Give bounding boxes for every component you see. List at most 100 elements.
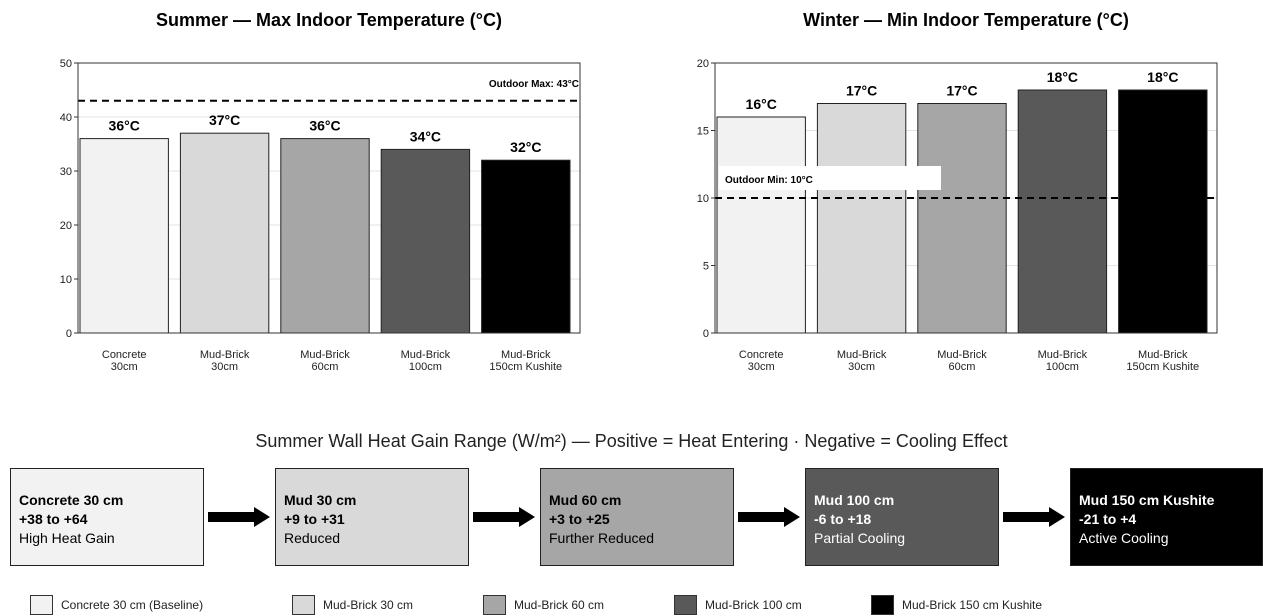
flow-step-label: Further Reduced [549, 530, 655, 546]
x-tick-label: Mud-Brick [501, 349, 551, 361]
data-label: 34°C [410, 128, 441, 144]
data-label: 36°C [109, 118, 140, 134]
flow-step-mud-60: Mud 60 cm +3 to +25 Further Reduced [540, 468, 734, 566]
legend-item: Mud-Brick 60 cm [483, 593, 604, 616]
bar [179, 132, 270, 334]
x-tick-label: 150cm Kushite [489, 361, 562, 373]
bar-charts: Summer — Max Indoor Temperature (°C) 0 10 2… [60, 10, 1218, 373]
y-tick-label: 40 [60, 112, 72, 124]
arrow-right-icon [1003, 507, 1065, 527]
bar [380, 148, 471, 334]
legend-label: Mud-Brick 30 cm [323, 597, 414, 612]
flow-step-range: -6 to +18 [814, 511, 872, 527]
reference-label: Outdoor Min: 10°C [725, 175, 813, 186]
x-tick-label: 100cm [1046, 361, 1079, 373]
data-label: 32°C [510, 139, 541, 155]
legend-swatch [292, 594, 315, 615]
x-tick-label: Mud-Brick [300, 349, 350, 361]
bar [816, 103, 907, 334]
y-tick-label: 5 [703, 261, 709, 273]
y-tick-label: 0 [66, 328, 72, 340]
flow-step-mud-100: Mud 100 cm -6 to +18 Partial Cooling [805, 468, 999, 566]
flow-step-name: Mud 100 cm [814, 492, 895, 508]
legend-label: Mud-Brick 60 cm [514, 597, 605, 612]
x-tick-label: Mud-Brick [937, 349, 987, 361]
x-tick-label: 60cm [312, 361, 339, 373]
y-tick-label: 0 [703, 328, 709, 340]
x-tick-label: 100cm [409, 361, 442, 373]
legend-item: Mud-Brick 30 cm [292, 593, 413, 616]
y-tick-label: 20 [697, 58, 709, 70]
flow-step-label: High Heat Gain [19, 530, 115, 546]
data-label: 18°C [1147, 69, 1178, 85]
flow-step-range: +9 to +31 [284, 511, 345, 527]
flow-step-name: Mud 60 cm [549, 492, 622, 508]
data-label: 37°C [209, 112, 240, 128]
bar [1118, 89, 1208, 334]
y-tick-label: 10 [60, 274, 72, 286]
flow-step-name: Mud 150 cm Kushite [1079, 492, 1215, 508]
x-tick-label: Concrete [739, 349, 784, 361]
flow-step-label: Partial Cooling [814, 530, 906, 546]
x-tick-label: Mud-Brick [401, 349, 451, 361]
y-tick-label: 20 [60, 220, 72, 232]
legend-label: Mud-Brick 100 cm [705, 597, 802, 612]
flow-step-range: +3 to +25 [549, 511, 610, 527]
x-tick-label: 150cm Kushite [1126, 361, 1199, 373]
flow-step-name: Mud 30 cm [284, 492, 357, 508]
x-tick-label: 30cm [748, 361, 775, 373]
flow-step-label: Active Cooling [1079, 530, 1169, 546]
reference-label: Outdoor Max: 43°C [489, 79, 579, 90]
legend-swatch [871, 594, 894, 615]
legend-label: Mud-Brick 150 cm Kushite [902, 597, 1043, 612]
x-tick-label: 30cm [111, 361, 138, 373]
chart-title: Summer — Max Indoor Temperature (°C) [156, 10, 502, 30]
flow-step-mud-150-kushite: Mud 150 cm Kushite -21 to +4 Active Cool… [1070, 468, 1263, 566]
bar [79, 138, 169, 334]
data-label: 18°C [1047, 69, 1078, 85]
legend-label: Concrete 30 cm (Baseline) [61, 597, 204, 612]
x-tick-label: Concrete [102, 349, 147, 361]
legend-swatch [30, 594, 53, 615]
flow-step-concrete: Concrete 30 cm +38 to +64 High Heat Gain [10, 468, 204, 566]
y-tick-label: 15 [697, 126, 709, 138]
reference-label-box [719, 166, 941, 190]
data-label: 36°C [309, 118, 340, 134]
x-tick-label: Mud-Brick [837, 349, 887, 361]
bar [1017, 89, 1108, 334]
bar [280, 138, 370, 334]
flow-step-label: Reduced [284, 530, 341, 546]
bar [716, 116, 806, 334]
legend-swatch [483, 594, 506, 615]
data-label: 16°C [746, 96, 777, 112]
legend: Concrete 30 cm (Baseline) Mud-Brick 30 c… [0, 593, 1263, 616]
legend-item: Mud-Brick 100 cm [674, 593, 802, 616]
arrow-right-icon [738, 507, 800, 527]
flow-title: Summer Wall Heat Gain Range (W/m²) — Pos… [255, 431, 1008, 451]
chart-title: Winter — Min Indoor Temperature (°C) [803, 10, 1129, 30]
data-label: 17°C [946, 83, 977, 99]
plot-frame [77, 62, 581, 334]
data-label: 17°C [846, 83, 877, 99]
flow-step-name: Concrete 30 cm [19, 492, 124, 508]
x-tick-label: Mud-Brick [1138, 349, 1188, 361]
legend-swatch [674, 594, 697, 615]
x-tick-label: 60cm [949, 361, 976, 373]
y-tick-label: 10 [697, 193, 709, 205]
flow-step-range: -21 to +4 [1079, 511, 1137, 527]
bar [481, 159, 571, 334]
x-tick-label: Mud-Brick [1038, 349, 1088, 361]
plot-frame [714, 62, 1218, 334]
arrow-right-icon [473, 507, 535, 527]
x-tick-label: 30cm [848, 361, 875, 373]
legend-item: Mud-Brick 150 cm Kushite [871, 593, 1042, 616]
y-tick-label: 50 [60, 58, 72, 70]
x-tick-label: 30cm [211, 361, 238, 373]
x-tick-label: Mud-Brick [200, 349, 250, 361]
flow-step-mud-30: Mud 30 cm +9 to +31 Reduced [275, 468, 469, 566]
bar [917, 103, 1007, 334]
flow-step-range: +38 to +64 [19, 511, 88, 527]
arrow-right-icon [208, 507, 270, 527]
y-tick-label: 30 [60, 166, 72, 178]
legend-item: Concrete 30 cm (Baseline) [30, 593, 203, 616]
